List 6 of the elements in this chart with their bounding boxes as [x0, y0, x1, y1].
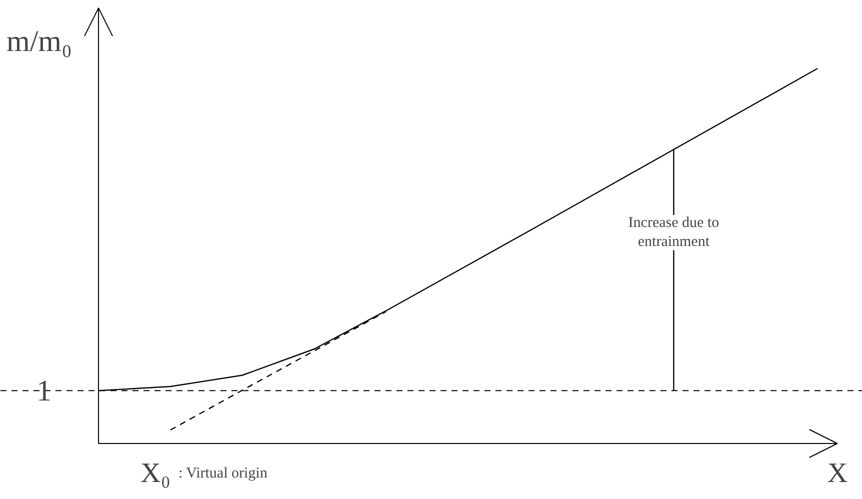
x-axis-title: X — [827, 458, 848, 489]
y-axis-title: m/m₀ — [6, 25, 72, 58]
text: : Virtual origin — [178, 466, 268, 482]
text: X₀ — [140, 458, 170, 489]
annotation: 1 — [36, 374, 52, 408]
annotation: Increase due to entrainment — [628, 214, 720, 250]
